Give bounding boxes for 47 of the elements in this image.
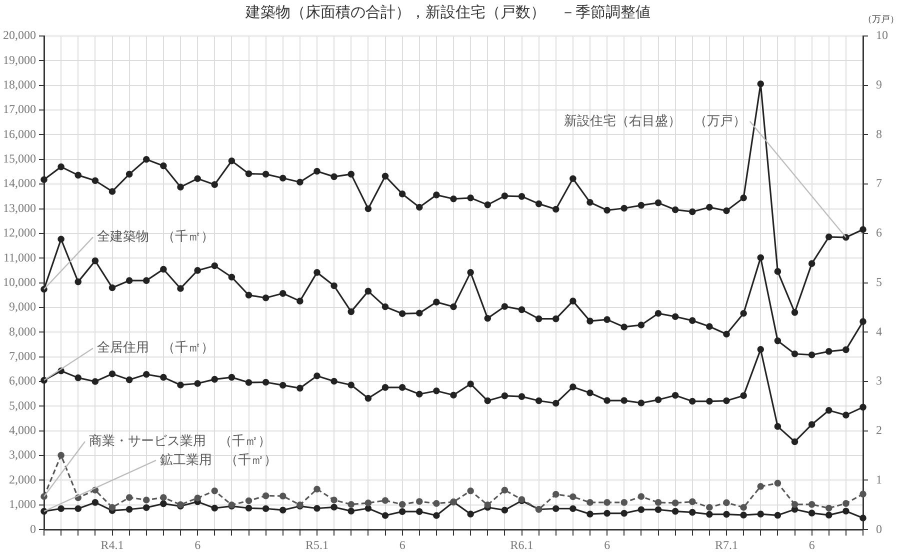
y-tick-label: 3,000 [9, 448, 36, 462]
chart-title: 建築物（床面積の合計），新設住宅（戸数） －季節調整値 [244, 4, 650, 21]
y-tick-label: 1,000 [9, 497, 36, 512]
x-tick-label: R6.1 [510, 538, 534, 552]
y-tick-label: 8,000 [9, 324, 36, 338]
y-tick-label: 4,000 [9, 423, 36, 438]
y2-tick-label: 7 [876, 176, 882, 190]
y-tick-label: 5,000 [9, 398, 36, 412]
y2-tick-label: 2 [876, 423, 882, 438]
x-tick-label: 6 [399, 538, 406, 552]
y-tick-label: 17,000 [3, 102, 36, 116]
x-tick-label: R7.1 [714, 538, 738, 552]
y-tick-label: 18,000 [3, 78, 36, 92]
y-tick-label: 15,000 [3, 152, 36, 166]
y-tick-label: 13,000 [3, 200, 36, 215]
y2-tick-label: 4 [876, 324, 882, 338]
y2-tick-label: 1 [876, 472, 882, 486]
y-tick-label: 19,000 [3, 52, 36, 67]
y2-tick-label: 5 [876, 274, 882, 289]
series-label: 全居住用 （千㎡） [97, 340, 214, 355]
x-tick-label: R4.1 [100, 538, 124, 552]
y-tick-label: 10,000 [3, 274, 36, 289]
series-label: 全建築物 （千㎡） [97, 228, 214, 244]
y-tick-label: 2,000 [9, 472, 36, 486]
y2-tick-label: 8 [876, 126, 882, 141]
y2-tick-label: 0 [876, 522, 882, 536]
y-tick-label: 20,000 [3, 28, 36, 42]
text: 商業・サービス業用 （千㎡） [89, 432, 271, 448]
x-tick-label: R5.1 [305, 538, 329, 552]
y2-tick-label: 3 [876, 374, 882, 388]
y-tick-label: 14,000 [3, 176, 36, 190]
y2-tick-label: 10 [876, 28, 888, 42]
x-tick-label: 6 [808, 538, 815, 552]
y-tick-label: 9,000 [9, 300, 36, 314]
y2-axis-title: （万戸） [863, 14, 899, 24]
y-tick-label: 12,000 [3, 226, 36, 240]
y-tick-label: 11,000 [3, 250, 36, 264]
text: 鉱工業用 （千㎡） [160, 452, 277, 467]
series-label: 新設住宅（右目盛） （万戸） [564, 112, 746, 128]
y-tick-label: 7,000 [9, 348, 36, 363]
y-tick-label: 0 [30, 522, 36, 536]
y-tick-label: 6,000 [9, 374, 36, 388]
y2-tick-label: 9 [876, 78, 882, 92]
y-tick-label: 16,000 [3, 126, 36, 141]
x-tick-label: 6 [604, 538, 610, 552]
y2-tick-label: 6 [876, 226, 882, 240]
x-tick-label: 6 [194, 538, 201, 552]
